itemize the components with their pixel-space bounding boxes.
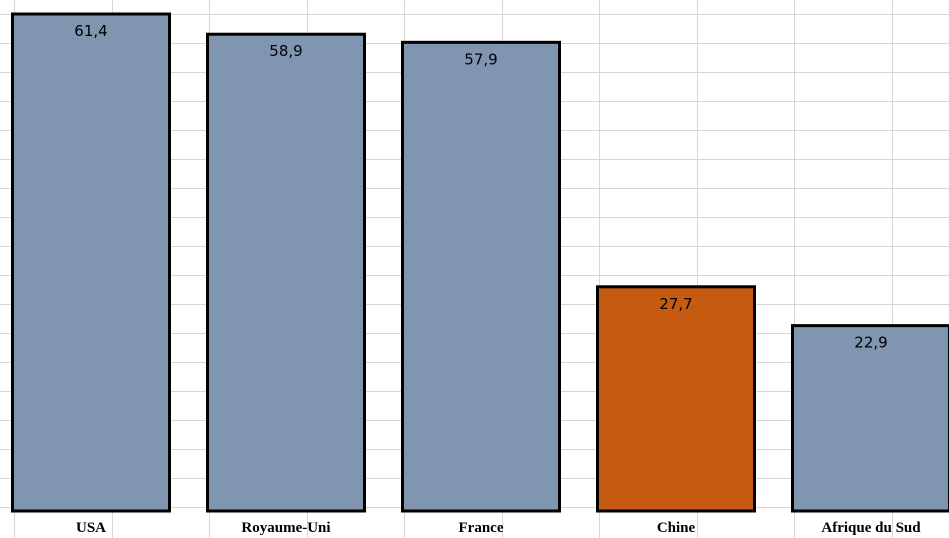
value-label: 61,4	[74, 22, 107, 40]
value-label: 22,9	[854, 334, 887, 352]
category-label: Chine	[657, 520, 696, 536]
category-label: France	[459, 520, 504, 536]
bars	[11, 12, 949, 513]
bar-france	[401, 40, 561, 513]
category-label: Royaume-Uni	[241, 520, 330, 536]
category-label: USA	[76, 520, 106, 536]
category-labels: USA Royaume-Uni France Chine Afrique du Sud	[76, 520, 921, 536]
value-label: 58,9	[269, 42, 302, 60]
value-labels: 61,4 58,9 57,9 27,7 22,9	[74, 22, 887, 352]
bar-chine	[596, 285, 756, 513]
value-label: 57,9	[464, 50, 497, 68]
bar-royaume-uni	[206, 32, 366, 513]
bar-afrique-du-sud	[791, 324, 949, 513]
value-label: 27,7	[659, 295, 692, 313]
bar-usa	[11, 12, 171, 513]
category-label: Afrique du Sud	[821, 520, 921, 536]
